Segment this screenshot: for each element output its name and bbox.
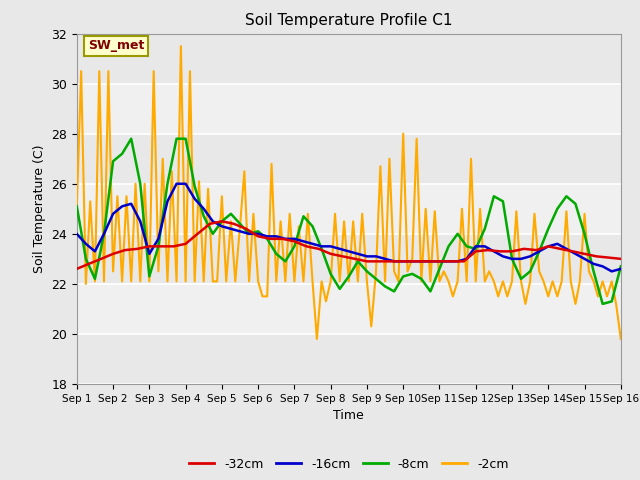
Bar [77, 84, 621, 134]
Bar [77, 34, 621, 84]
Title: Soil Temperature Profile C1: Soil Temperature Profile C1 [245, 13, 452, 28]
Bar [77, 234, 621, 284]
Y-axis label: Soil Temperature (C): Soil Temperature (C) [33, 144, 45, 273]
Legend: -32cm, -16cm, -8cm, -2cm: -32cm, -16cm, -8cm, -2cm [184, 453, 513, 476]
Bar [77, 184, 621, 234]
Bar [77, 284, 621, 334]
Bar [77, 134, 621, 184]
Text: SW_met: SW_met [88, 39, 144, 52]
X-axis label: Time: Time [333, 409, 364, 422]
Bar [77, 334, 621, 384]
